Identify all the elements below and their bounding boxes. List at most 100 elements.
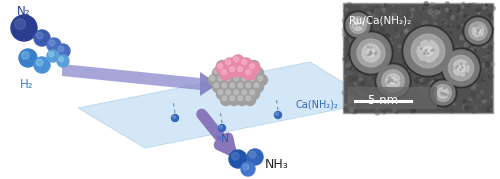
Circle shape <box>465 32 469 36</box>
Circle shape <box>232 153 239 160</box>
Circle shape <box>243 164 249 170</box>
Circle shape <box>410 109 414 112</box>
Circle shape <box>350 105 355 110</box>
Circle shape <box>438 97 440 100</box>
Circle shape <box>382 111 386 114</box>
Circle shape <box>444 88 445 89</box>
Circle shape <box>480 61 481 62</box>
Circle shape <box>58 57 64 62</box>
Circle shape <box>371 38 372 40</box>
Circle shape <box>464 106 468 110</box>
Circle shape <box>352 21 354 23</box>
Circle shape <box>418 26 422 30</box>
Circle shape <box>446 8 448 11</box>
Circle shape <box>361 10 365 14</box>
Circle shape <box>410 88 412 90</box>
Circle shape <box>424 91 426 94</box>
Circle shape <box>254 83 258 88</box>
Circle shape <box>428 39 430 41</box>
Circle shape <box>435 10 440 14</box>
Circle shape <box>448 18 450 21</box>
Circle shape <box>383 22 386 25</box>
Circle shape <box>435 42 436 43</box>
Circle shape <box>428 67 430 69</box>
Circle shape <box>407 13 410 16</box>
Circle shape <box>232 61 243 71</box>
Circle shape <box>246 96 250 101</box>
Circle shape <box>370 52 372 54</box>
Circle shape <box>464 70 466 72</box>
Circle shape <box>350 89 352 90</box>
Circle shape <box>430 84 432 86</box>
Circle shape <box>462 21 466 26</box>
Circle shape <box>58 46 64 52</box>
Circle shape <box>461 21 465 25</box>
Circle shape <box>384 5 388 9</box>
Circle shape <box>381 98 385 102</box>
Circle shape <box>375 52 377 53</box>
Circle shape <box>392 50 393 51</box>
Circle shape <box>397 106 401 110</box>
Circle shape <box>400 51 402 53</box>
Circle shape <box>434 79 438 82</box>
Circle shape <box>414 78 420 83</box>
Circle shape <box>34 57 50 73</box>
Circle shape <box>354 47 356 48</box>
Circle shape <box>419 61 420 62</box>
Circle shape <box>472 109 476 113</box>
Circle shape <box>430 2 434 6</box>
Circle shape <box>388 80 389 81</box>
Circle shape <box>360 57 362 58</box>
Circle shape <box>216 88 228 100</box>
Circle shape <box>250 62 254 67</box>
Circle shape <box>448 55 473 81</box>
Circle shape <box>370 51 371 52</box>
Circle shape <box>384 41 388 45</box>
Circle shape <box>487 108 491 112</box>
Circle shape <box>484 100 487 102</box>
Circle shape <box>248 88 260 100</box>
Circle shape <box>446 2 449 5</box>
Circle shape <box>476 54 477 56</box>
Circle shape <box>417 93 421 97</box>
Circle shape <box>19 49 37 67</box>
Circle shape <box>469 56 472 59</box>
Circle shape <box>398 49 400 52</box>
Circle shape <box>466 42 467 43</box>
Circle shape <box>238 69 242 74</box>
Circle shape <box>482 5 486 9</box>
Circle shape <box>440 63 442 64</box>
Circle shape <box>422 29 424 31</box>
Circle shape <box>360 53 362 55</box>
Circle shape <box>425 35 428 38</box>
Circle shape <box>420 49 422 52</box>
Circle shape <box>344 65 350 70</box>
Circle shape <box>400 72 402 75</box>
Circle shape <box>404 21 405 23</box>
Circle shape <box>402 25 454 77</box>
Circle shape <box>359 78 362 81</box>
Circle shape <box>360 20 361 21</box>
Circle shape <box>358 44 362 49</box>
Circle shape <box>439 26 442 30</box>
Circle shape <box>404 29 407 32</box>
Circle shape <box>220 81 232 93</box>
Circle shape <box>378 59 380 60</box>
Circle shape <box>460 33 466 38</box>
Circle shape <box>486 96 488 98</box>
Circle shape <box>479 37 480 38</box>
Circle shape <box>222 70 226 75</box>
Circle shape <box>474 25 476 26</box>
Circle shape <box>14 19 26 30</box>
Circle shape <box>345 38 347 39</box>
Circle shape <box>398 45 402 49</box>
Circle shape <box>458 74 460 76</box>
Circle shape <box>244 95 256 105</box>
Bar <box>343 3 493 113</box>
Circle shape <box>439 47 440 49</box>
Circle shape <box>346 9 348 12</box>
Circle shape <box>431 81 455 105</box>
Circle shape <box>467 25 468 27</box>
Circle shape <box>348 31 353 36</box>
Circle shape <box>342 58 345 61</box>
